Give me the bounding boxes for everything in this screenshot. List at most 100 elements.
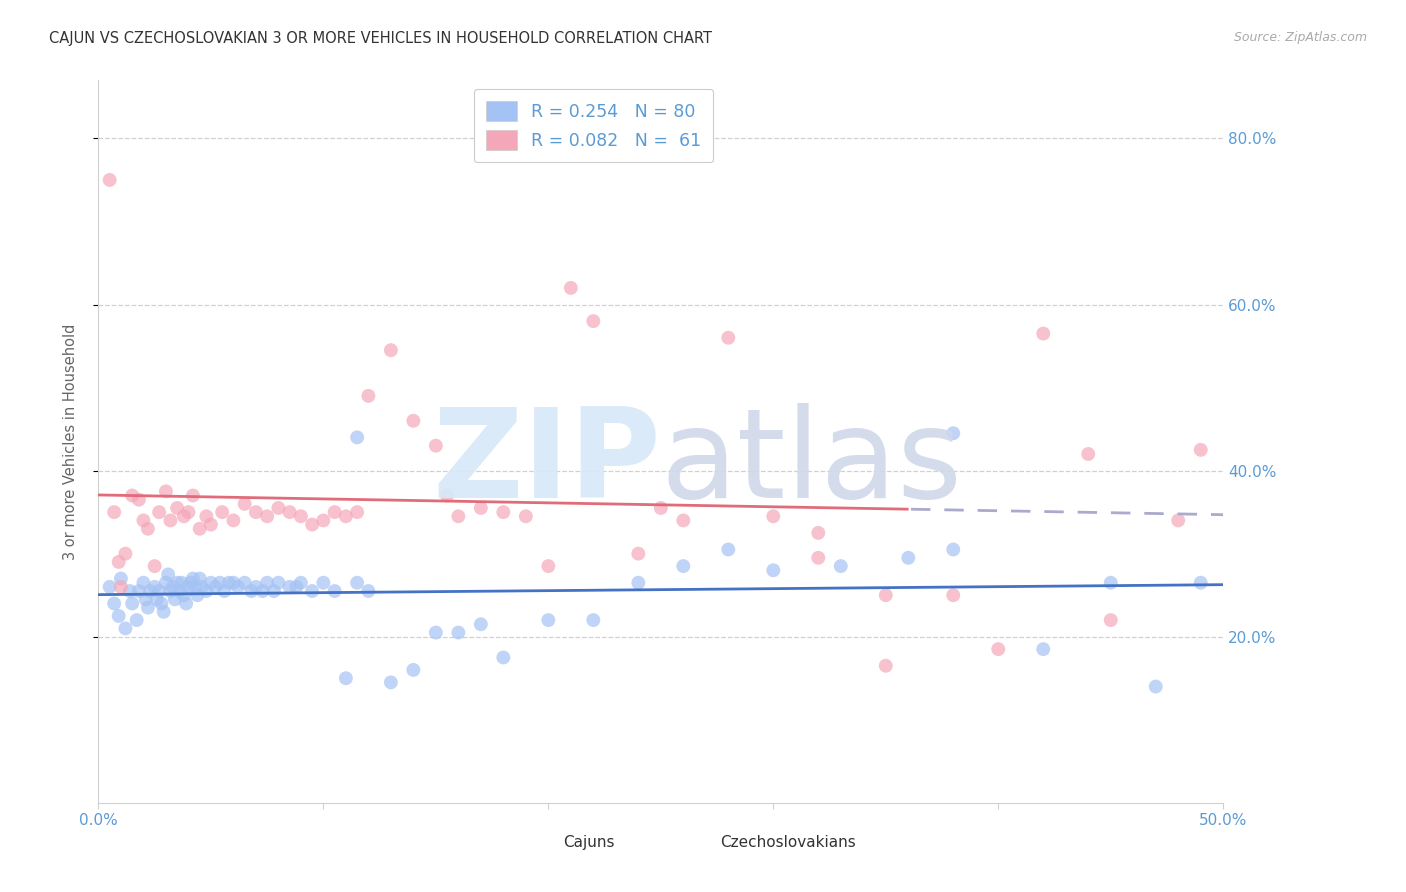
Point <box>128 584 150 599</box>
Point <box>177 505 200 519</box>
Point <box>717 331 740 345</box>
Point <box>256 509 278 524</box>
Point <box>118 584 141 599</box>
Point <box>159 584 181 599</box>
Point <box>132 513 155 527</box>
Point <box>672 559 695 574</box>
Point <box>166 575 188 590</box>
Point <box>1077 447 1099 461</box>
Point <box>155 484 177 499</box>
Point <box>267 500 290 515</box>
Point <box>357 389 380 403</box>
Point <box>290 509 312 524</box>
Point <box>107 609 129 624</box>
Point <box>222 513 245 527</box>
Point <box>582 613 605 627</box>
Point <box>425 625 447 640</box>
Point <box>560 281 582 295</box>
Point <box>875 658 897 673</box>
Point <box>226 580 249 594</box>
Point <box>1032 642 1054 657</box>
Point <box>447 509 470 524</box>
Point <box>335 671 357 685</box>
Point <box>204 580 226 594</box>
Point <box>807 525 830 540</box>
Point <box>402 414 425 428</box>
Point <box>214 584 236 599</box>
Point <box>267 575 290 590</box>
Point <box>1099 575 1122 590</box>
Point <box>301 584 323 599</box>
FancyBboxPatch shape <box>537 831 560 855</box>
Point <box>285 580 308 594</box>
Point <box>1032 326 1054 341</box>
Point <box>897 550 920 565</box>
Point <box>650 500 672 515</box>
Point <box>222 575 245 590</box>
Point <box>1189 575 1212 590</box>
Point <box>987 642 1010 657</box>
Point <box>181 572 204 586</box>
Point <box>263 584 285 599</box>
Point <box>323 584 346 599</box>
Point <box>180 575 202 590</box>
Point <box>98 173 121 187</box>
Point <box>110 580 132 594</box>
Point <box>125 613 148 627</box>
Point <box>402 663 425 677</box>
Point <box>1167 513 1189 527</box>
Point <box>380 675 402 690</box>
Point <box>301 517 323 532</box>
Point <box>380 343 402 358</box>
Point <box>717 542 740 557</box>
Point <box>143 580 166 594</box>
Point <box>103 505 125 519</box>
Point <box>627 575 650 590</box>
Point <box>188 572 211 586</box>
Point <box>107 555 129 569</box>
Point <box>357 584 380 599</box>
Text: atlas: atlas <box>661 402 963 524</box>
Point <box>173 509 195 524</box>
Point <box>98 580 121 594</box>
Point <box>470 500 492 515</box>
Point <box>346 430 368 444</box>
Point <box>627 547 650 561</box>
Point <box>240 584 263 599</box>
Point <box>170 575 193 590</box>
FancyBboxPatch shape <box>695 831 717 855</box>
Point <box>492 650 515 665</box>
Point <box>150 597 173 611</box>
Point <box>200 575 222 590</box>
Point <box>256 575 278 590</box>
Point <box>114 547 136 561</box>
Point <box>1144 680 1167 694</box>
Point <box>174 597 197 611</box>
Point <box>186 588 208 602</box>
Point <box>218 575 240 590</box>
Point <box>875 588 897 602</box>
Point <box>143 559 166 574</box>
Point <box>245 505 267 519</box>
Point <box>447 625 470 640</box>
Point <box>173 588 195 602</box>
Point <box>136 522 159 536</box>
Point <box>139 584 162 599</box>
Point <box>942 588 965 602</box>
Point <box>346 505 368 519</box>
Point <box>184 580 207 594</box>
Point <box>163 592 186 607</box>
Point <box>208 575 231 590</box>
Point <box>152 605 174 619</box>
Point <box>515 509 537 524</box>
Point <box>110 572 132 586</box>
Point <box>136 600 159 615</box>
Point <box>128 492 150 507</box>
Point <box>335 509 357 524</box>
Point <box>537 559 560 574</box>
Point <box>942 542 965 557</box>
Point <box>135 592 157 607</box>
Point <box>436 489 458 503</box>
Point <box>470 617 492 632</box>
Point <box>166 500 188 515</box>
